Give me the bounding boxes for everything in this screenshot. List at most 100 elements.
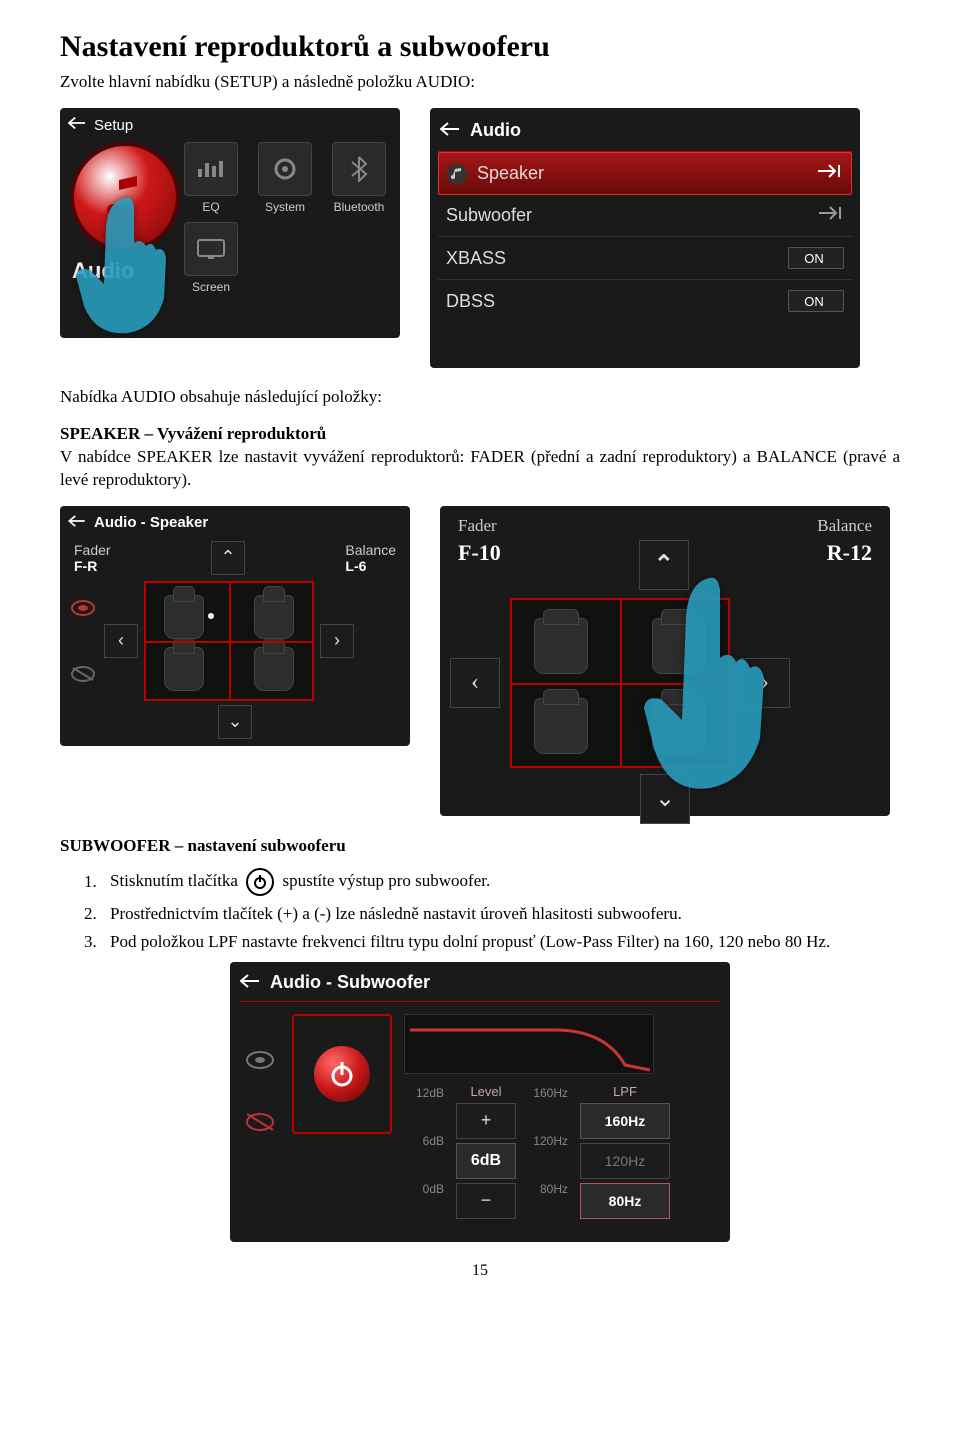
nav-up-button[interactable]: ⌃ (639, 540, 689, 590)
list-text: Prostřednictvím tlačítek (+) a (-) lze n… (110, 904, 682, 924)
setup-label-bluetooth: Bluetooth (326, 200, 392, 214)
fader-label: Fader (74, 542, 111, 558)
speaker-desc: V nabídce SPEAKER lze nastavit vyvážení … (60, 447, 900, 489)
setup-label-eq: EQ (178, 200, 244, 214)
balance-label: Balance (817, 516, 872, 536)
subwoofer-power-button[interactable] (314, 1046, 370, 1102)
setup-item-bluetooth[interactable]: Bluetooth (326, 142, 392, 214)
nav-left-button[interactable]: ‹ (450, 658, 500, 708)
seat-grid (510, 598, 730, 768)
position-dot (208, 613, 214, 619)
nav-up-button[interactable]: ⌃ (211, 541, 245, 575)
audio-big-label: Audio (72, 258, 134, 284)
speaker-panel-small: Audio - Speaker FaderF-R ⌃ BalanceL-6 ‹ … (60, 506, 410, 746)
subwoofer-power-box (292, 1014, 392, 1134)
setup-label-system: System (252, 200, 318, 214)
speaker-on-icon (240, 1044, 280, 1076)
level-plus-button[interactable]: + (456, 1103, 516, 1139)
scale-label: 120Hz (524, 1132, 572, 1150)
back-icon[interactable] (68, 116, 86, 134)
lpf-option-160[interactable]: 160Hz (580, 1103, 670, 1139)
figure-row-1: Setup EQ System Bluetooth Screen Audio (60, 108, 900, 368)
arrow-enter-icon (817, 163, 843, 184)
subwoofer-title: Audio - Subwoofer (270, 972, 430, 993)
scale-label: 80Hz (524, 1180, 572, 1198)
balance-label: Balance (345, 542, 396, 558)
speaker-left-icon (68, 595, 98, 621)
seat-icon (652, 618, 706, 674)
list-item: 3. Pod položkou LPF nastavte frekvenci f… (84, 932, 900, 952)
lpf-option-80[interactable]: 80Hz (580, 1183, 670, 1219)
audio-row-label: XBASS (446, 248, 506, 269)
fader-value: F-R (74, 558, 97, 574)
page-number: 15 (60, 1262, 900, 1280)
subwoofer-heading: SUBWOOFER – nastavení subwooferu (60, 836, 900, 856)
figure-row-2: Audio - Speaker FaderF-R ⌃ BalanceL-6 ‹ … (60, 506, 900, 816)
page-title: Nastavení reproduktorů a subwooferu (60, 30, 900, 64)
music-note-icon (447, 164, 467, 184)
fader-label: Fader (458, 516, 497, 536)
level-label: Level (456, 1084, 516, 1099)
fader-value: F-10 (458, 540, 501, 590)
speaker-mute-icon (68, 661, 98, 687)
audio-row-speaker[interactable]: Speaker (438, 152, 852, 195)
list-item: 2. Prostřednictvím tlačítek (+) a (-) lz… (84, 904, 900, 924)
seat-icon (254, 595, 294, 639)
list-item: 1. Stisknutím tlačítka spustíte výstup p… (84, 868, 900, 896)
setup-item-screen[interactable]: Screen (178, 222, 244, 294)
back-icon[interactable] (240, 972, 260, 993)
list-number: 1. (84, 872, 104, 892)
back-icon[interactable] (68, 514, 86, 531)
audio-big-button[interactable] (70, 142, 180, 252)
bluetooth-icon (350, 156, 368, 182)
speaker-bold: SPEAKER – Vyvážení reproduktorů (60, 424, 326, 443)
nav-right-button[interactable]: › (320, 624, 354, 658)
audio-row-label: Speaker (477, 163, 544, 184)
power-icon (327, 1059, 357, 1089)
setup-item-system[interactable]: System (252, 142, 318, 214)
toggle-xbass[interactable]: ON (788, 247, 844, 269)
seat-grid (144, 581, 314, 701)
speaker-mute-icon (240, 1106, 280, 1138)
intro-text: Zvolte hlavní nabídku (SETUP) a následně… (60, 72, 900, 92)
level-minus-button[interactable]: − (456, 1183, 516, 1219)
balance-value: R-12 (827, 540, 872, 590)
eq-icon (196, 159, 226, 179)
audio-row-xbass[interactable]: XBASS ON (438, 237, 852, 280)
speaker-section-text: SPEAKER – Vyvážení reproduktorů V nabídc… (60, 423, 900, 492)
arrow-enter-icon (818, 205, 844, 226)
list-number: 2. (84, 904, 104, 924)
seat-icon (652, 698, 706, 754)
nav-left-button[interactable]: ‹ (104, 624, 138, 658)
scale-label: 160Hz (524, 1084, 572, 1102)
setup-label-screen: Screen (178, 280, 244, 294)
nav-down-button[interactable]: ⌄ (218, 705, 252, 739)
scale-label: 12dB (404, 1084, 448, 1102)
music-note-icon (103, 172, 147, 222)
toggle-dbss[interactable]: ON (788, 290, 844, 312)
list-text-post: spustíte výstup pro subwoofer. (282, 871, 490, 890)
seat-icon (164, 595, 204, 639)
para-following: Nabídka AUDIO obsahuje následující polož… (60, 386, 900, 409)
lpf-option-120[interactable]: 120Hz (580, 1143, 670, 1179)
instruction-list: 1. Stisknutím tlačítka spustíte výstup p… (60, 868, 900, 952)
back-icon[interactable] (440, 120, 460, 141)
audio-row-label: Subwoofer (446, 205, 532, 226)
gear-icon (271, 155, 299, 183)
screen-icon (196, 238, 226, 260)
audio-menu-panel: Audio Speaker Subwoofer XBASS ON DBSS ON (430, 108, 860, 368)
nav-down-button[interactable]: ⌄ (640, 774, 690, 824)
list-number: 3. (84, 932, 104, 952)
balance-value: L-6 (345, 558, 366, 574)
speaker-small-title: Audio - Speaker (94, 514, 208, 531)
setup-panel: Setup EQ System Bluetooth Screen Audio (60, 108, 400, 338)
seat-icon (534, 618, 588, 674)
audio-row-dbss[interactable]: DBSS ON (438, 280, 852, 322)
setup-item-eq[interactable]: EQ (178, 142, 244, 214)
nav-right-button[interactable]: › (740, 658, 790, 708)
scale-label: 0dB (404, 1180, 448, 1198)
audio-row-subwoofer[interactable]: Subwoofer (438, 195, 852, 237)
power-icon (246, 868, 274, 896)
seat-icon (534, 698, 588, 754)
scale-label: 6dB (404, 1132, 448, 1150)
